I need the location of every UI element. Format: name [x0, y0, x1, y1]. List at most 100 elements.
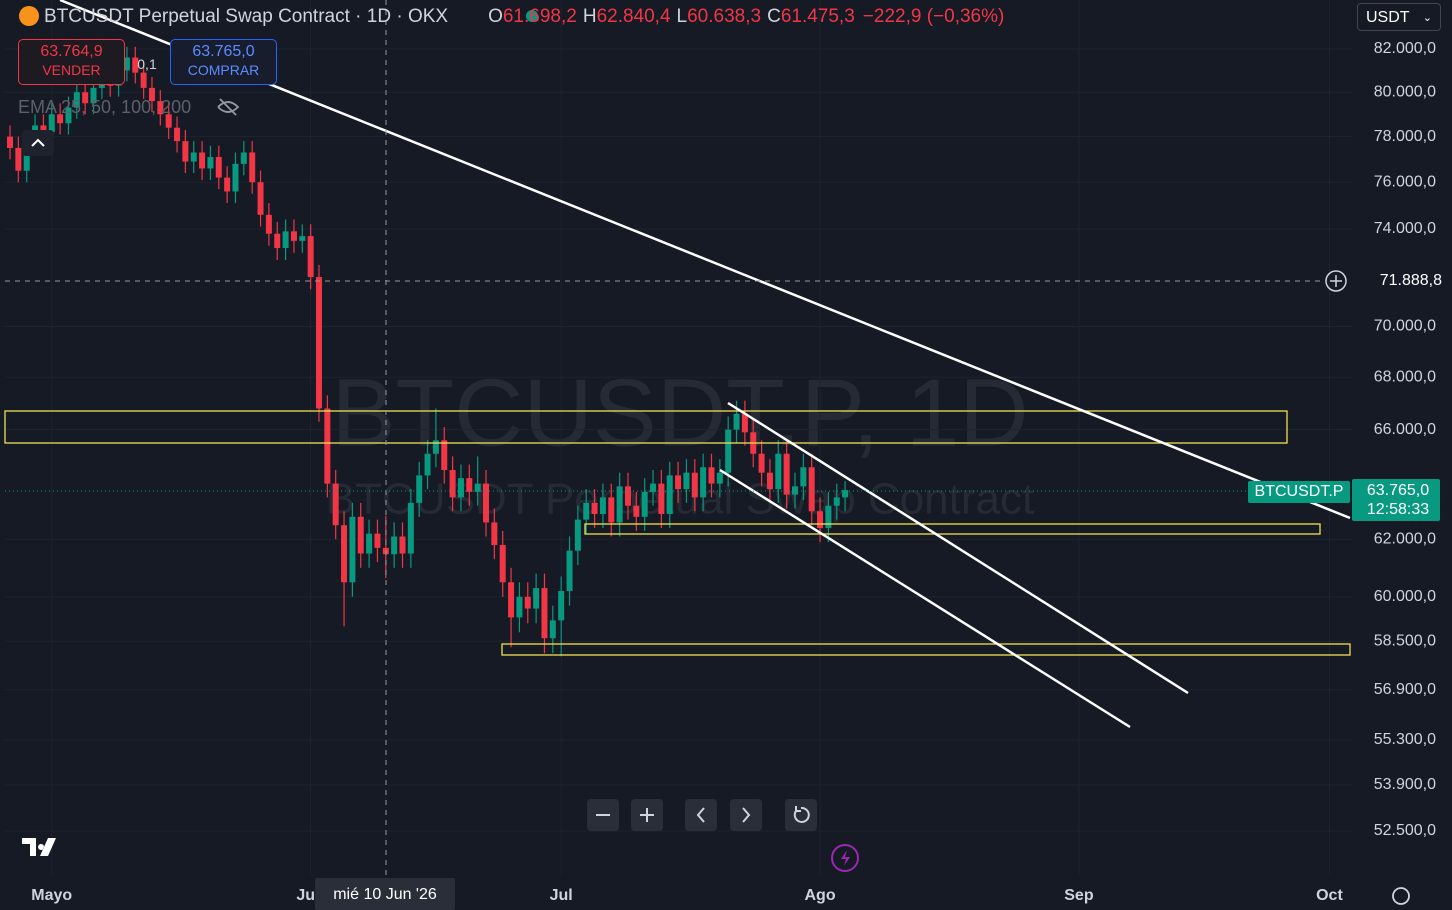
scroll-left[interactable]	[685, 799, 717, 831]
candle-body	[591, 502, 598, 515]
crosshair-date: mié 10 Jun '26	[333, 886, 437, 903]
indicator-legend: EMA 25, 50, 100, 200	[18, 97, 192, 117]
candle-body	[558, 590, 565, 621]
crosshair-date-box	[315, 878, 455, 910]
candle-body	[232, 163, 239, 192]
collapse-button[interactable]	[22, 130, 54, 156]
coin-icon	[19, 6, 39, 26]
candle-body	[224, 177, 231, 192]
candle-body	[700, 467, 707, 498]
candle-body	[274, 233, 281, 249]
x-tick-label: Mayo	[31, 887, 72, 904]
candle-body	[691, 472, 698, 498]
y-tick-label: 70.000,0	[1374, 318, 1436, 335]
candle-body	[457, 478, 464, 498]
y-tick-label: 66.000,0	[1374, 421, 1436, 438]
candle-body	[516, 596, 523, 618]
zone	[4, 410, 1288, 444]
crosshair-price: 71.888,8	[1380, 272, 1442, 289]
zone	[584, 523, 1321, 535]
ohlc-label: L	[676, 6, 688, 27]
candle-body	[307, 236, 314, 278]
candle-body	[123, 57, 130, 71]
candle-body	[800, 467, 807, 487]
symbol: BTCUSDT Perpetual Swap Contract · 1D · O…	[44, 6, 449, 27]
candle-body	[265, 214, 272, 234]
candle-body	[733, 413, 740, 430]
sell-price: 63.764,9	[40, 43, 103, 60]
sell-label: VENDER	[42, 62, 101, 78]
candle-body	[432, 440, 439, 454]
reset-chart[interactable]	[785, 799, 817, 831]
candle-body	[7, 136, 14, 148]
trend-line	[719, 468, 1131, 729]
candle-body	[741, 413, 748, 433]
candle-body	[758, 453, 765, 473]
navigation	[587, 799, 817, 831]
currency-select[interactable]: USDT ⌄	[1357, 3, 1441, 31]
candle-body	[249, 152, 256, 183]
candle-body	[199, 152, 206, 169]
candle-body	[574, 519, 581, 551]
settings-button[interactable]	[1392, 887, 1410, 905]
candle-body	[424, 453, 431, 476]
ohlc-value: 60.638,3	[687, 6, 762, 27]
y-tick-label: 80.000,0	[1374, 83, 1436, 100]
trend-line	[59, 0, 1351, 520]
x-tick-label: Jul	[550, 887, 573, 904]
icon	[793, 806, 810, 823]
sell-button[interactable]: 63.764,9 VENDER	[18, 39, 125, 85]
candle-body	[391, 536, 398, 555]
candle-body	[842, 490, 849, 498]
candle-body	[716, 472, 723, 484]
candle-body	[483, 483, 490, 523]
candle-body	[341, 525, 348, 583]
candle-body	[541, 588, 548, 639]
header: BTCUSDT Perpetual Swap Contract · 1D · O…	[44, 4, 1004, 30]
last-price: 63.765,0	[1367, 482, 1429, 499]
candle-body	[524, 596, 531, 609]
candle-body	[666, 475, 673, 515]
axis-labels: 52.500,0 53.900,0 55.300,0 56.900,0 58.500,0…	[31, 40, 1436, 904]
y-tick-label: 58.500,0	[1374, 632, 1436, 649]
candle-body	[650, 483, 657, 492]
candles	[7, 46, 849, 657]
candle-body	[474, 483, 481, 492]
candle-body	[641, 491, 648, 517]
price-axis	[1352, 0, 1452, 910]
candle-body	[282, 231, 289, 249]
candle-body	[616, 486, 623, 523]
buy-price: 63.765,0	[192, 43, 255, 60]
candle-body	[549, 620, 556, 639]
y-tick-label: 56.900,0	[1374, 681, 1436, 698]
candle-body	[190, 152, 197, 162]
change: −222,9 (−0,36%)	[862, 6, 1005, 27]
y-tick-label: 53.900,0	[1374, 776, 1436, 793]
candle-body	[817, 511, 824, 529]
candle-body	[48, 114, 55, 133]
y-tick-label: 55.300,0	[1374, 731, 1436, 748]
candle-body	[257, 182, 264, 215]
buy-label: COMPRAR	[187, 62, 260, 78]
scroll-right[interactable]	[730, 799, 762, 831]
crosshair-price-box	[1356, 268, 1446, 294]
candle-body	[174, 127, 181, 142]
candle-body	[90, 87, 97, 104]
lightning-button[interactable]	[831, 844, 859, 872]
candle-body	[290, 231, 297, 241]
hide-icon[interactable]	[217, 98, 240, 116]
candle-body	[57, 114, 64, 124]
candle-body	[533, 588, 540, 609]
candle-body	[599, 497, 606, 515]
candle-body	[215, 157, 222, 178]
candle-body	[299, 236, 306, 241]
candle-body	[683, 472, 690, 490]
add-alert-button[interactable]	[1325, 270, 1347, 292]
buy-button[interactable]: 63.765,0 COMPRAR	[170, 39, 277, 85]
candle-body	[182, 141, 189, 162]
candle-body	[140, 72, 147, 88]
y-tick-label: 52.500,0	[1374, 822, 1436, 839]
candle-body	[566, 550, 573, 591]
ohlc-label: H	[582, 6, 597, 27]
symbol-price-tag	[1248, 481, 1350, 503]
